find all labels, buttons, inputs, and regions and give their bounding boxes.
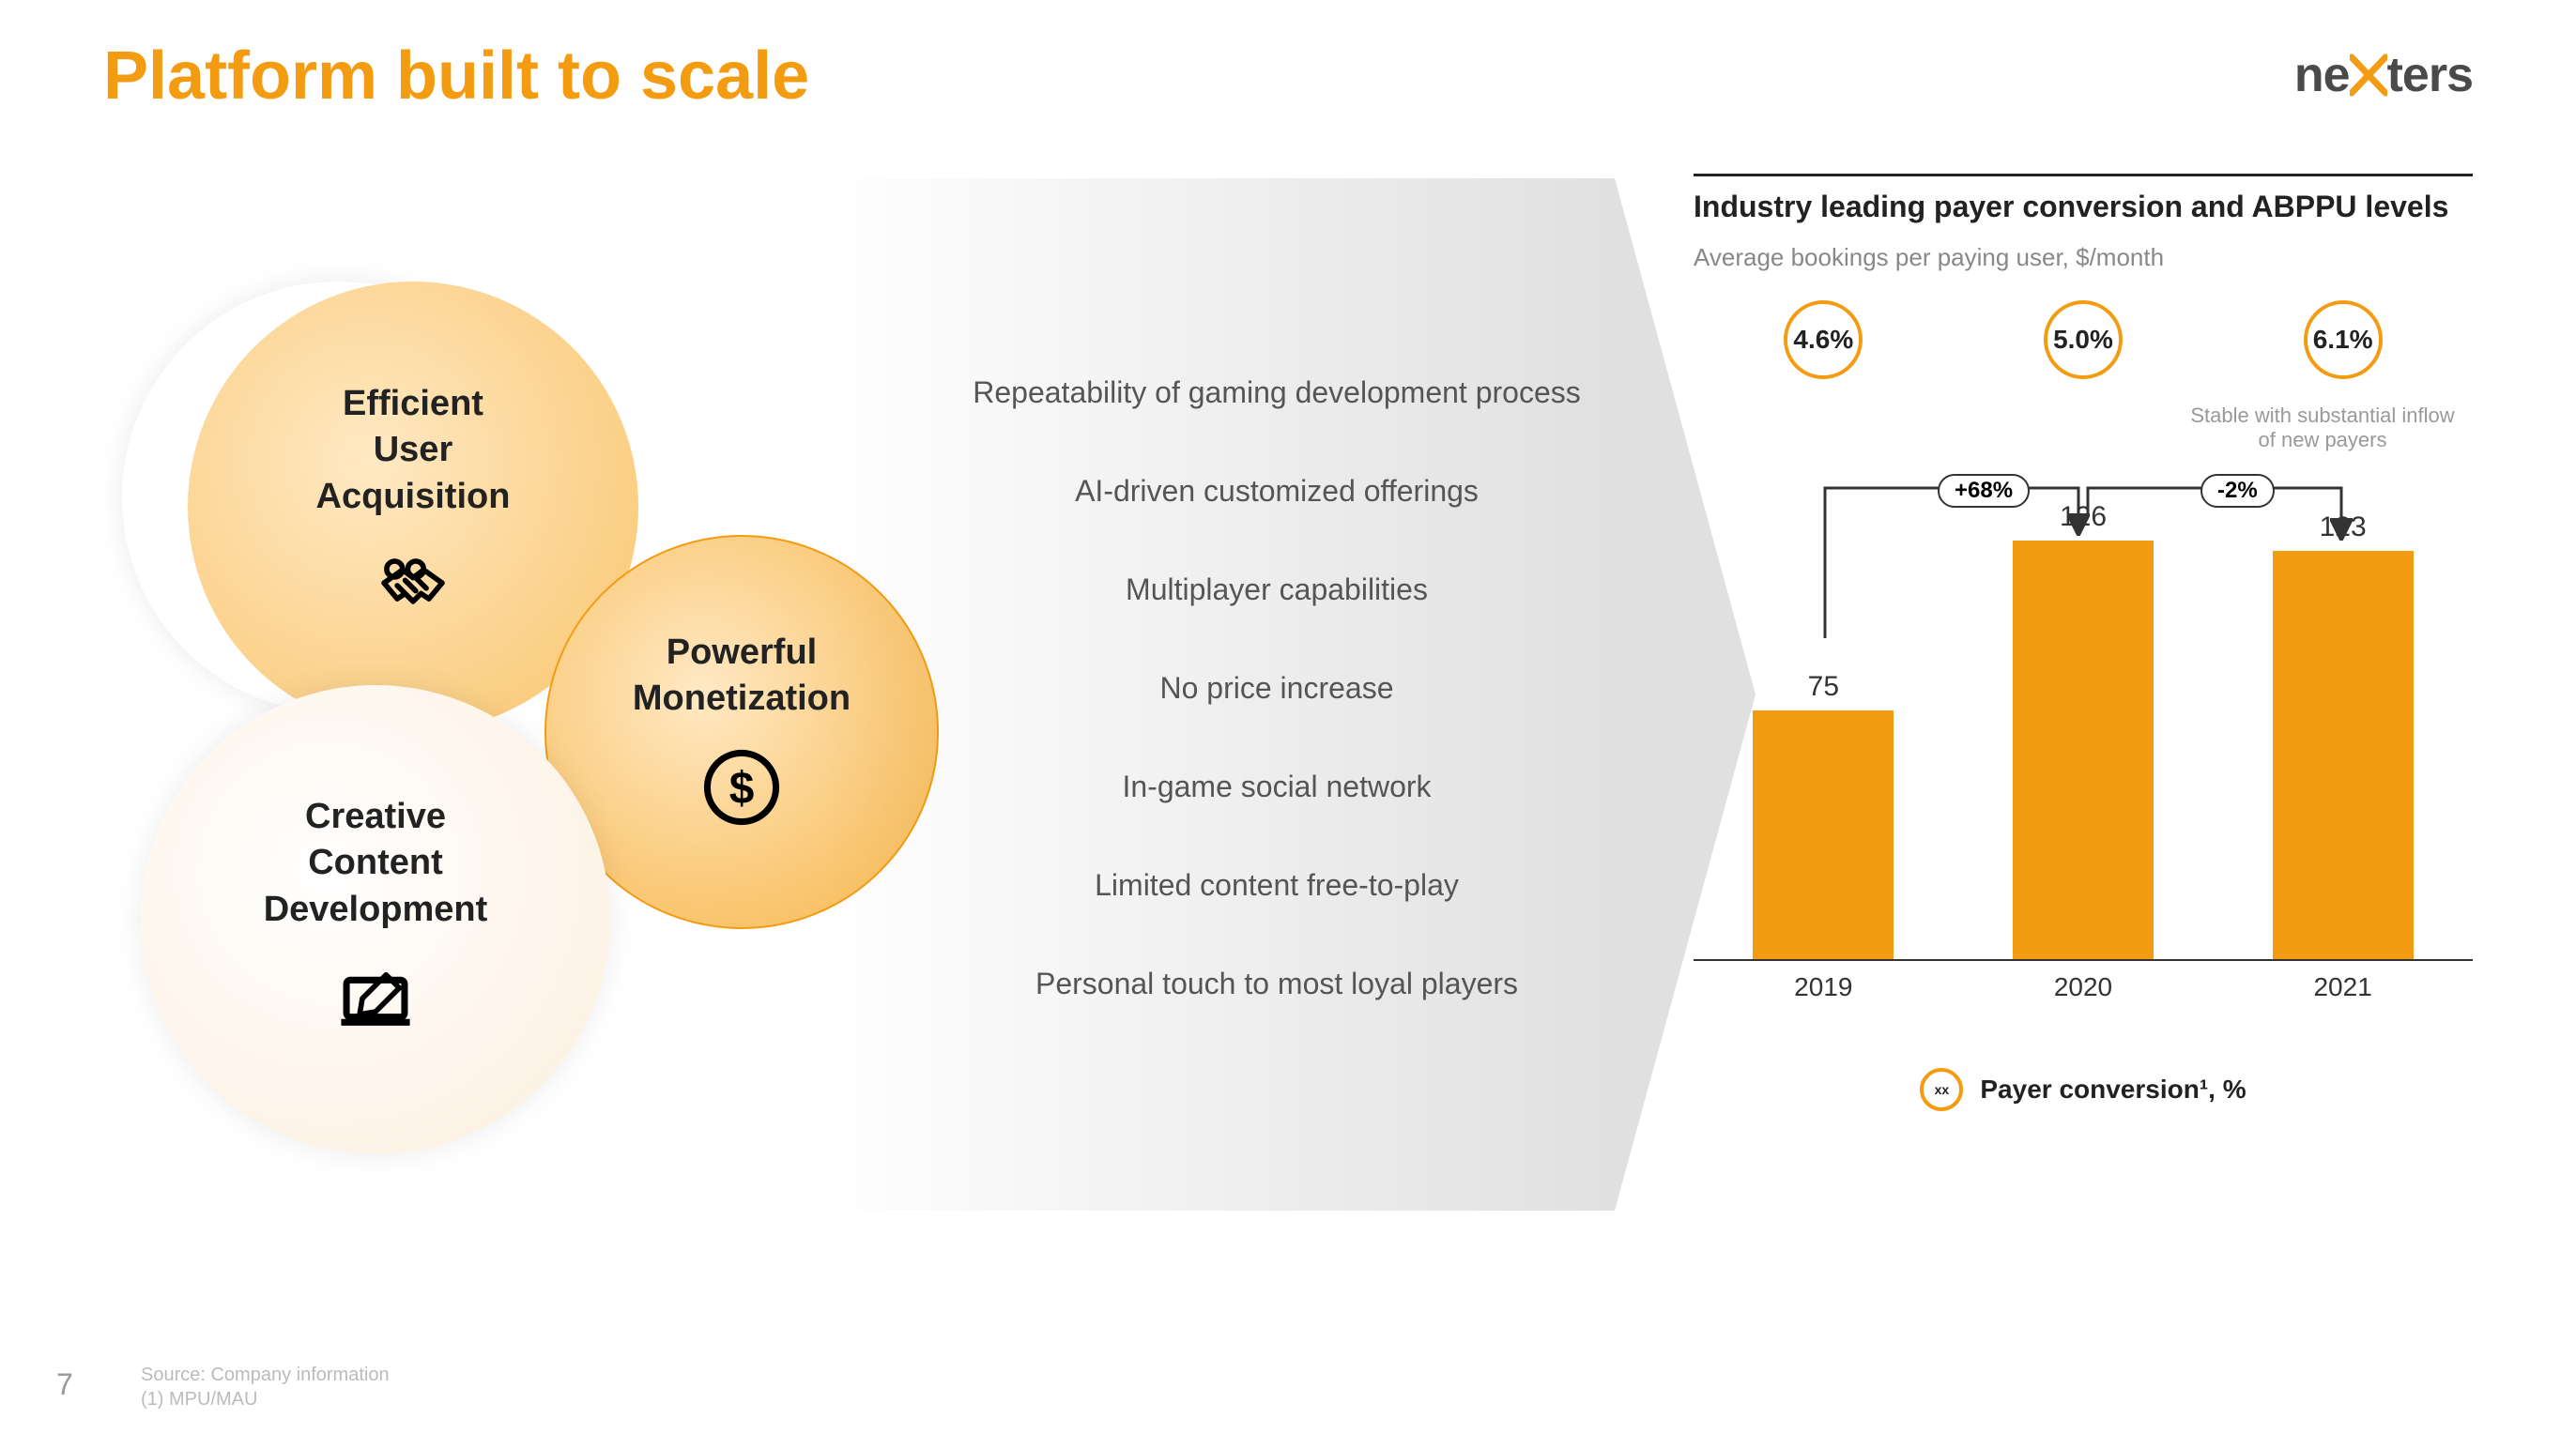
bullet-item: Repeatability of gaming development proc… bbox=[920, 375, 1633, 410]
bar bbox=[2013, 541, 2154, 959]
logo: neters bbox=[2294, 47, 2473, 103]
footnote-line2: (1) MPU/MAU bbox=[141, 1387, 390, 1411]
bullet-item: AI-driven customized offerings bbox=[920, 474, 1633, 509]
bullet-item: In-game social network bbox=[920, 770, 1633, 804]
bar-chart: 75 126 123 bbox=[1694, 492, 2473, 961]
footnote-line1: Source: Company information bbox=[141, 1363, 390, 1387]
conv-circle: 6.1% bbox=[2304, 300, 2383, 379]
svg-text:$: $ bbox=[729, 764, 755, 814]
logo-x bbox=[2350, 47, 2387, 103]
bar-group: 126 bbox=[2013, 501, 2154, 959]
bar-group: 123 bbox=[2273, 511, 2414, 959]
bullet-item: Multiplayer capabilities bbox=[920, 572, 1633, 607]
chart-subtitle: Average bookings per paying user, $/mont… bbox=[1694, 243, 2473, 272]
delta-badge: +68% bbox=[1938, 474, 2030, 508]
circle-pm-label: Powerful Monetization bbox=[633, 630, 851, 723]
conv-circle: 4.6% bbox=[1784, 300, 1863, 379]
years-row: 2019 2020 2021 bbox=[1694, 972, 2473, 1002]
chart-title: Industry leading payer conversion and AB… bbox=[1694, 174, 2473, 224]
legend-circle-icon: xx bbox=[1920, 1068, 1963, 1111]
circle-cc-label: Creative Content Development bbox=[264, 794, 488, 933]
handshake-icon bbox=[371, 543, 455, 633]
cc-line2: Content bbox=[264, 840, 488, 886]
bar-group: 75 bbox=[1753, 671, 1894, 959]
ua-line2: User bbox=[316, 427, 511, 473]
bar bbox=[2273, 551, 2414, 959]
laptop-edit-icon bbox=[333, 956, 418, 1045]
logo-text-left: ne bbox=[2294, 48, 2350, 102]
bullet-item: Personal touch to most loyal players bbox=[920, 967, 1633, 1001]
legend-label: Payer conversion¹, % bbox=[1980, 1075, 2246, 1105]
venn-diagram: Efficient User Acquisition Powerful Mone… bbox=[122, 282, 967, 1220]
slide-title: Platform built to scale bbox=[103, 38, 809, 114]
bullet-item: Limited content free-to-play bbox=[920, 868, 1633, 903]
stable-note: Stable with substantial inflow of new pa… bbox=[2182, 404, 2463, 452]
conv-circle: 5.0% bbox=[2044, 300, 2123, 379]
pm-line2: Monetization bbox=[633, 676, 851, 722]
page-number: 7 bbox=[56, 1367, 73, 1402]
ua-line3: Acquisition bbox=[316, 474, 511, 520]
cc-line3: Development bbox=[264, 887, 488, 933]
chart-panel: Industry leading payer conversion and AB… bbox=[1694, 174, 2473, 1111]
year-label: 2019 bbox=[1794, 972, 1852, 1002]
dollar-icon: $ bbox=[699, 745, 784, 834]
pm-line1: Powerful bbox=[633, 630, 851, 676]
year-label: 2021 bbox=[2313, 972, 2371, 1002]
year-label: 2020 bbox=[2054, 972, 2112, 1002]
bar-value-label: 126 bbox=[2060, 501, 2107, 533]
delta-badge: -2% bbox=[2200, 474, 2275, 508]
circle-ua-label: Efficient User Acquisition bbox=[316, 381, 511, 520]
conversion-row: 4.6% 5.0% 6.1% bbox=[1694, 300, 2473, 379]
bar-value-label: 123 bbox=[2320, 511, 2367, 543]
feature-bullets: Repeatability of gaming development proc… bbox=[920, 375, 1633, 1001]
bar-value-label: 75 bbox=[1808, 671, 1839, 703]
circle-content: Creative Content Development bbox=[141, 685, 610, 1154]
bullet-item: No price increase bbox=[920, 671, 1633, 706]
footnote: Source: Company information (1) MPU/MAU bbox=[141, 1363, 390, 1411]
ua-line1: Efficient bbox=[316, 381, 511, 427]
chart-legend: xx Payer conversion¹, % bbox=[1694, 1068, 2473, 1111]
cc-line1: Creative bbox=[264, 794, 488, 840]
bar bbox=[1753, 710, 1894, 959]
logo-text-right: ters bbox=[2387, 48, 2473, 102]
